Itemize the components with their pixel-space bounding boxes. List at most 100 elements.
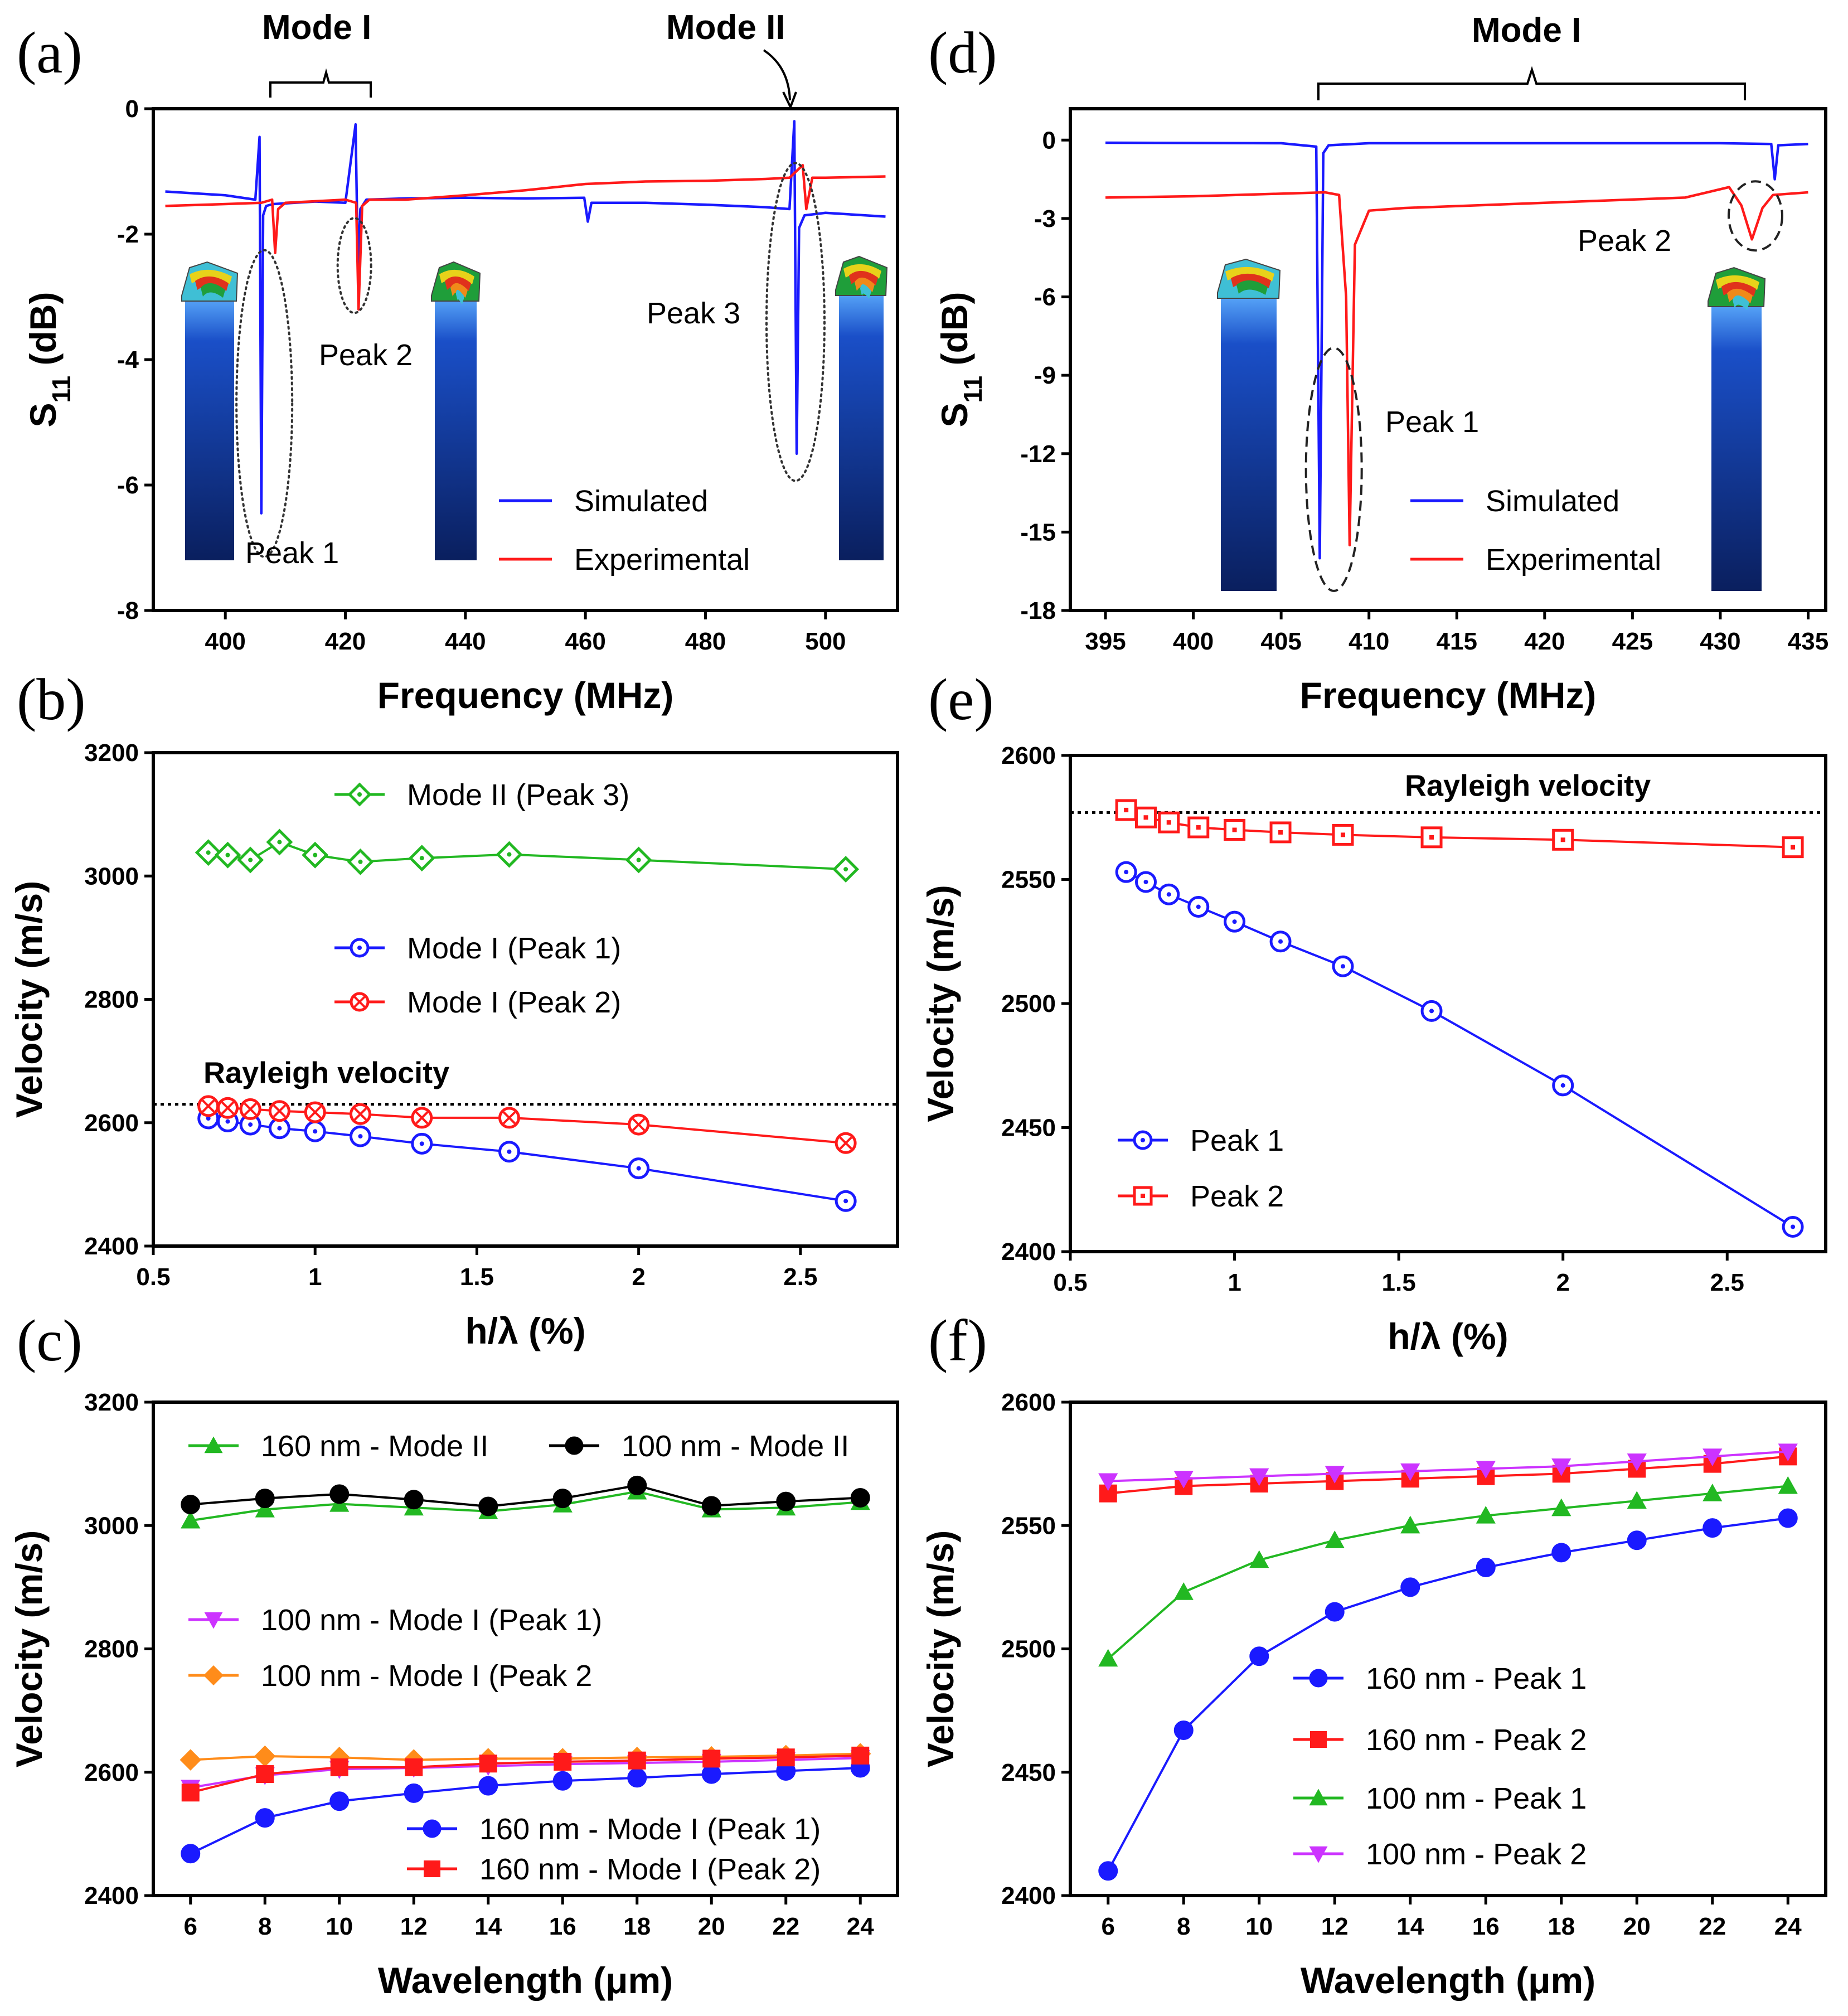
mode-shape-stress-band — [1236, 280, 1268, 295]
series-line — [208, 1104, 846, 1145]
data-point — [404, 1490, 424, 1510]
data-point — [701, 1764, 721, 1784]
data-point — [1703, 1448, 1723, 1466]
mode-i-bracket — [1317, 66, 1746, 100]
data-point — [203, 1665, 224, 1685]
y-axis-title: Velocity (m/s) — [8, 881, 50, 1118]
data-point — [1476, 1505, 1496, 1524]
data-point — [479, 1755, 497, 1773]
data-point-center — [313, 1129, 318, 1134]
legend-label: 100 nm - Mode I (Peak 1) — [261, 1603, 602, 1637]
x-tick-label: 14 — [1396, 1913, 1424, 1940]
panel-label: (e) — [928, 667, 994, 732]
x-axis-title: Wavelength (μm) — [378, 1960, 673, 2001]
data-point — [1173, 1721, 1194, 1741]
x-axis-title: Frequency (MHz) — [377, 675, 674, 716]
data-point — [424, 1860, 440, 1877]
peak-2-label: Peak 2 — [319, 338, 413, 372]
data-point-center — [1141, 1138, 1145, 1142]
y-tick-label: 2400 — [84, 1233, 139, 1260]
x-tick-label: 0.5 — [1053, 1269, 1087, 1296]
legend-entry: Mode II (Peak 3) — [334, 778, 629, 812]
legend: Simulated Experimental — [1410, 484, 1661, 576]
data-point-center — [843, 867, 848, 872]
peak-2-label: Peak 2 — [1578, 224, 1671, 258]
data-point — [1400, 1515, 1420, 1534]
y-tick-label: 2550 — [1001, 866, 1056, 894]
x-tick-label: 20 — [698, 1913, 725, 1940]
series-line — [190, 1754, 861, 1794]
data-point — [552, 1771, 573, 1791]
mode-shape-stress-band — [201, 283, 225, 298]
data-point — [256, 1765, 274, 1784]
mode-shape-body — [839, 287, 884, 560]
data-point-center — [357, 946, 362, 950]
data-point — [180, 1749, 201, 1771]
data-point-center — [1560, 1083, 1565, 1088]
data-point — [1627, 1453, 1647, 1471]
data-point — [181, 1784, 200, 1802]
series-160-nm-mode-ii — [181, 1481, 870, 1529]
data-point — [777, 1748, 795, 1767]
data-point — [329, 1791, 350, 1811]
data-point-center — [1196, 825, 1201, 830]
x-tick-label: 405 — [1260, 628, 1301, 655]
panel-b-velocity-vs-thickness: 0.5 1 1.5 2 2.5 2400 2600 2800 3000 3200 h/λ (%) Ve… — [8, 667, 899, 1351]
panel-label: (b) — [17, 667, 86, 732]
data-point — [1133, 1186, 1153, 1206]
legend-entry: 160 nm - Mode I (Peak 1) — [407, 1813, 821, 1846]
y-tick-label: 2500 — [1001, 1636, 1056, 1663]
legend-entry: 100 nm - Mode I (Peak 2 — [188, 1659, 592, 1693]
legend-label: 100 nm - Peak 2 — [1366, 1838, 1587, 1871]
x-tick-label: 460 — [565, 628, 605, 655]
data-point-cross — [415, 1111, 429, 1125]
mode-shape-image — [835, 255, 888, 560]
data-point-center — [1124, 870, 1129, 875]
data-point — [1778, 1476, 1798, 1494]
y-axis-title: Velocity (m/s) — [920, 885, 961, 1122]
mode-shape-body — [185, 293, 234, 560]
data-point — [1249, 1550, 1269, 1568]
data-point — [1249, 1468, 1269, 1486]
mode-ii-arrow — [763, 49, 791, 101]
data-point-cross — [273, 1104, 286, 1118]
y-tick-label: 2600 — [1001, 742, 1056, 769]
y-axis-title: Velocity (m/s) — [8, 1530, 50, 1768]
data-point — [204, 1612, 223, 1629]
y-tick-label: 2800 — [84, 1636, 139, 1663]
data-point-center — [1791, 845, 1796, 850]
y-tick-label: 0 — [125, 95, 139, 123]
x-tick-label: 24 — [847, 1913, 874, 1940]
data-point — [181, 1510, 201, 1529]
data-point-center — [419, 1141, 424, 1146]
data-point — [1158, 811, 1180, 833]
data-point — [1098, 1473, 1118, 1491]
x-tick-label: 1 — [308, 1263, 322, 1291]
rayleigh-velocity-label: Rayleigh velocity — [203, 1057, 449, 1090]
legend-label: Simulated — [574, 484, 708, 518]
x-tick-label: 20 — [1623, 1913, 1651, 1940]
data-point — [552, 1489, 573, 1509]
legend-label: Simulated — [1486, 484, 1619, 518]
y-tick-label: -8 — [117, 597, 139, 624]
data-point — [405, 1758, 423, 1776]
data-point-center — [1560, 837, 1565, 842]
x-tick-label: 18 — [623, 1913, 651, 1940]
x-tick-label: 24 — [1774, 1913, 1802, 1940]
x-axis-title: h/λ (%) — [465, 1310, 585, 1351]
data-point-cross — [244, 1102, 257, 1116]
panel-label: (c) — [17, 1308, 83, 1373]
x-tick-label: 16 — [1472, 1913, 1500, 1940]
x-tick-label: 2.5 — [783, 1263, 817, 1291]
x-tick-label: 420 — [1524, 628, 1565, 655]
x-tick-label: 400 — [1173, 628, 1214, 655]
data-point-center — [507, 852, 512, 857]
x-tick-label: 415 — [1437, 628, 1477, 655]
x-tick-label: 8 — [1177, 1913, 1190, 1940]
x-tick-label: 16 — [549, 1913, 576, 1940]
x-tick-label: 500 — [805, 628, 846, 655]
legend-label: Experimental — [574, 543, 750, 576]
x-tick-label: 14 — [474, 1913, 502, 1940]
legend-label: 100 nm - Mode I (Peak 2 — [261, 1659, 592, 1693]
legend-label: 160 nm - Mode II — [261, 1429, 488, 1463]
